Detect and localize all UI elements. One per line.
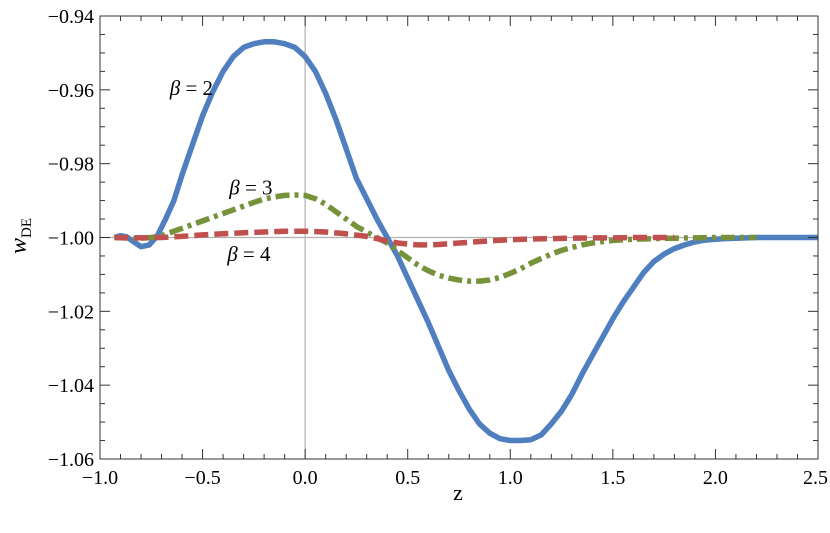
x-tick-label: 0.5 <box>395 467 420 489</box>
x-tick-label: 2.5 <box>803 467 828 489</box>
x-tick-label: −0.5 <box>184 467 220 489</box>
series-line-2 <box>114 192 757 284</box>
beta-label-1: β = 2 <box>169 76 213 100</box>
tick-marks <box>99 15 819 460</box>
y-tick-label: −0.94 <box>48 6 94 28</box>
x-tick-label: 1.5 <box>600 467 625 489</box>
y-tick-label: −1.06 <box>48 449 94 471</box>
x-tick-label: 2.0 <box>703 467 728 489</box>
y-axis-label: wDE <box>6 218 35 254</box>
x-tick-label: −1.0 <box>82 467 118 489</box>
x-tick-label: 0.0 <box>293 467 318 489</box>
y-tick-label: −0.98 <box>48 154 94 176</box>
beta-value: = 4 <box>238 242 271 266</box>
y-tick-label: −1.00 <box>48 228 94 250</box>
y-tick-label: −1.04 <box>48 375 94 397</box>
beta-symbol: β <box>228 176 240 200</box>
y-tick-label: −1.02 <box>48 301 94 323</box>
series-layer <box>113 39 818 444</box>
x-tick-labels: −1.0 −0.5 0.0 0.5 1.0 1.5 2.0 2.5 <box>82 467 828 489</box>
series-line-3 <box>114 228 675 248</box>
x-axis-label: z <box>453 480 463 505</box>
beta-label-3: β = 4 <box>226 242 271 266</box>
beta-label-2: β = 3 <box>228 176 272 200</box>
beta-value: = 3 <box>240 176 273 200</box>
y-axis-label-main: w <box>6 238 32 254</box>
x-tick-label: 1.0 <box>498 467 523 489</box>
annotations: β = 2β = 3β = 4 <box>169 76 273 266</box>
beta-value: = 2 <box>180 76 213 100</box>
y-tick-labels: −0.94 −0.96 −0.98 −1.00 −1.02 −1.04 −1.06 <box>48 6 94 471</box>
beta-symbol: β <box>226 242 238 266</box>
beta-symbol: β <box>169 76 181 100</box>
series-line-1 <box>113 39 818 444</box>
y-axis-label-sub: DE <box>19 218 35 238</box>
y-tick-label: −0.96 <box>48 80 94 102</box>
